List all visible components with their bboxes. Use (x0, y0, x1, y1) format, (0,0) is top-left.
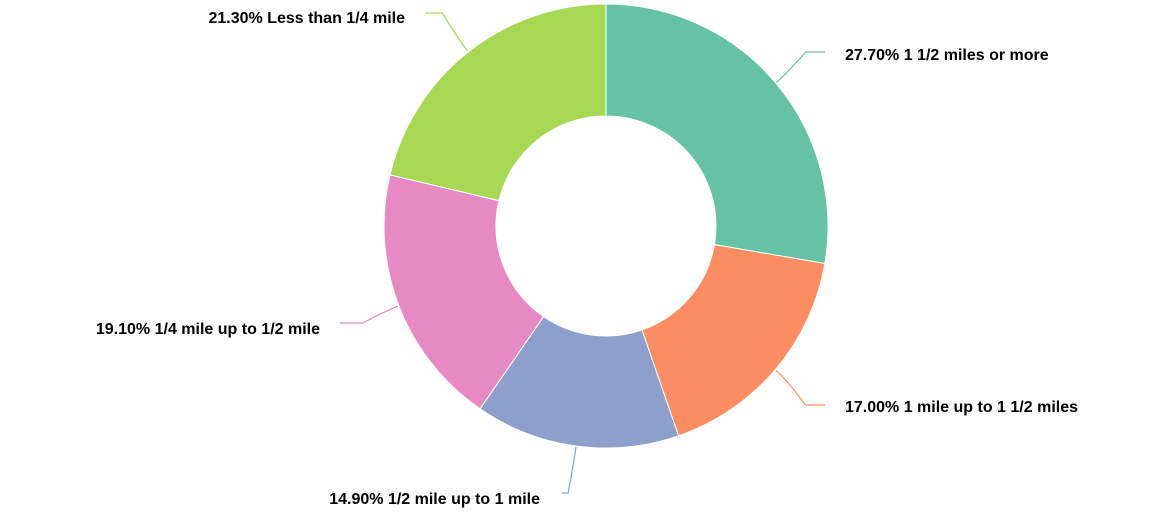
slice-label-2: 17.00% 1 mile up to 1 1/2 miles (845, 399, 1078, 416)
leader-lines-group (340, 12, 825, 494)
slice-label-4: 19.10% 1/4 mile up to 1/2 mile (96, 321, 320, 338)
pie-slice-4 (383, 174, 545, 410)
pie-slice-3 (479, 315, 680, 449)
slice-label-5: 21.30% Less than 1/4 mile (208, 10, 405, 27)
leader-line-4 (340, 305, 399, 324)
pie-slice-5 (389, 3, 607, 202)
pie-slice-1 (605, 3, 829, 265)
leader-line-1 (776, 51, 825, 83)
leader-line-5 (425, 12, 469, 52)
labels-group: 27.70% 1 1/2 miles or more 17.00% 1 mile … (96, 10, 1078, 508)
leader-line-2 (775, 369, 825, 406)
slices-group (383, 3, 829, 449)
pie-slice-2 (641, 243, 826, 437)
slice-label-3: 14.90% 1/2 mile up to 1 mile (329, 491, 540, 508)
slice-label-1: 27.70% 1 1/2 miles or more (845, 47, 1049, 64)
leader-line-3 (562, 446, 577, 494)
